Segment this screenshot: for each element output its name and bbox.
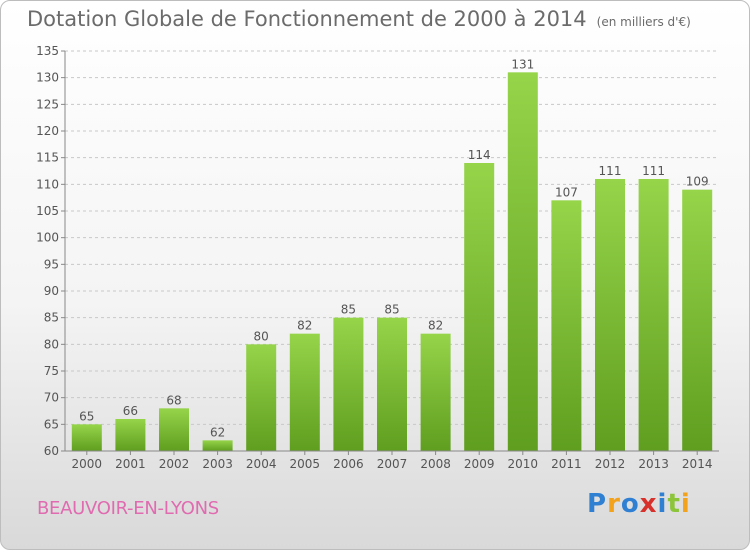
x-tick-label: 2012 [595, 457, 626, 471]
y-tick-label: 100 [36, 231, 59, 245]
bar [595, 179, 625, 451]
bar [71, 424, 102, 451]
logo-letter: P [587, 489, 608, 519]
y-tick-label: 95 [44, 257, 59, 271]
bar [246, 344, 277, 451]
y-tick-label: 85 [44, 311, 59, 325]
bar-value-label: 111 [599, 164, 622, 178]
commune-name: BEAUVOIR-EN-LYONS [37, 498, 219, 519]
bar [638, 179, 669, 451]
y-tick-label: 80 [44, 337, 59, 351]
bar-value-label: 131 [511, 57, 534, 71]
x-tick-label: 2003 [202, 457, 233, 471]
bar [377, 317, 407, 451]
y-tick-label: 120 [36, 124, 59, 138]
logo-letter: i [680, 489, 691, 519]
bar [420, 333, 451, 451]
proxiti-logo: Proxiti [587, 489, 691, 519]
bar [333, 317, 364, 451]
x-tick-label: 2009 [464, 457, 495, 471]
x-tick-label: 2002 [159, 457, 190, 471]
y-tick-label: 135 [36, 44, 59, 58]
bar [507, 72, 538, 451]
bar [115, 419, 146, 451]
x-tick-label: 2011 [551, 457, 582, 471]
bar-value-label: 85 [341, 303, 356, 317]
y-tick-label: 125 [36, 97, 59, 111]
bar [202, 440, 233, 451]
bar-value-label: 107 [555, 185, 578, 199]
bar-value-label: 82 [428, 319, 443, 333]
x-tick-label: 2000 [72, 457, 103, 471]
x-tick-label: 2005 [290, 457, 321, 471]
bar-value-label: 66 [123, 404, 138, 418]
x-tick-label: 2006 [333, 457, 364, 471]
y-tick-label: 105 [36, 204, 59, 218]
x-tick-label: 2004 [246, 457, 277, 471]
logo-letter: i [657, 489, 668, 519]
x-tick-label: 2014 [682, 457, 713, 471]
y-tick-label: 60 [44, 444, 59, 458]
logo-letter: t [667, 489, 681, 519]
y-tick-label: 110 [36, 177, 59, 191]
x-tick-label: 2007 [377, 457, 408, 471]
axes: 60 65 70 75 80 85 90 95 100 105 110 115 120 125 130 135… [36, 44, 719, 471]
bar-value-label: 62 [210, 425, 225, 439]
bar-value-label: 109 [686, 175, 709, 189]
x-tick-label: 2013 [638, 457, 669, 471]
bar-value-label: 111 [642, 164, 665, 178]
x-tick-label: 2001 [115, 457, 146, 471]
x-tick-label: 2008 [420, 457, 451, 471]
x-tick-label: 2010 [508, 457, 539, 471]
chart-title-text: Dotation Globale de Fonctionnement de 20… [27, 7, 587, 31]
y-tick-label: 65 [44, 417, 59, 431]
bar [159, 408, 189, 451]
bar-value-label: 68 [166, 393, 181, 407]
y-tick-label: 70 [44, 391, 59, 405]
logo-letter: x [639, 489, 658, 519]
bar-value-label: 82 [297, 319, 312, 333]
bar-value-label: 114 [468, 148, 491, 162]
logo-letter: r [607, 489, 621, 519]
y-tick-label: 90 [44, 284, 59, 298]
bar [682, 189, 713, 451]
chart-title: Dotation Globale de Fonctionnement de 20… [27, 7, 691, 31]
bar [289, 333, 320, 451]
bar-value-label: 65 [79, 409, 94, 423]
bar [464, 163, 495, 451]
bar-value-label: 80 [254, 329, 269, 343]
chart-unit: (en milliers d'€) [596, 15, 691, 29]
bars: 65 66 68 62 80 82 85 85 82 114 131 107 111 111 109 [71, 57, 713, 451]
bar [551, 200, 582, 451]
y-tick-label: 115 [36, 151, 59, 165]
bar-value-label: 85 [384, 303, 399, 317]
y-tick-label: 130 [36, 71, 59, 85]
y-tick-label: 75 [44, 364, 59, 378]
logo-letter: o [620, 489, 640, 519]
